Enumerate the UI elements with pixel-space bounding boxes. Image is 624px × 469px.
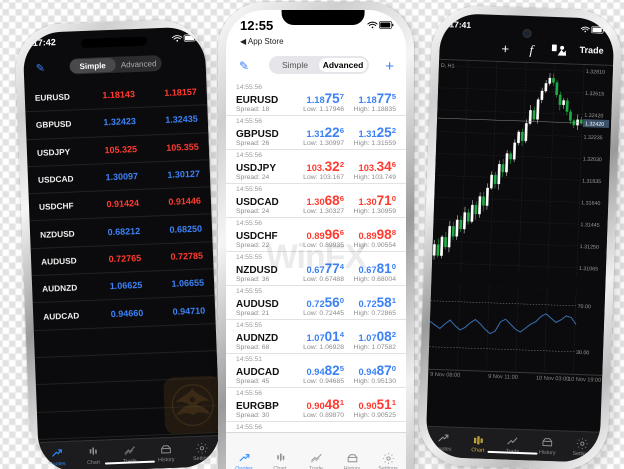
svg-text:1.32810: 1.32810 <box>586 69 605 76</box>
svg-text:1.31065: 1.31065 <box>579 266 598 273</box>
svg-text:30.00: 30.00 <box>576 350 590 356</box>
svg-text:1.31445: 1.31445 <box>580 222 599 229</box>
svg-text:1.32420: 1.32420 <box>584 113 603 120</box>
svg-text:1.31250: 1.31250 <box>580 244 599 251</box>
svg-text:1.32030: 1.32030 <box>583 157 602 164</box>
svg-text:1.31640: 1.31640 <box>581 200 600 207</box>
svg-text:1.32235: 1.32235 <box>583 135 602 142</box>
svg-text:1.32420: 1.32420 <box>585 121 604 128</box>
svg-text:1.32615: 1.32615 <box>585 91 604 98</box>
svg-text:70.00: 70.00 <box>577 304 591 310</box>
svg-text:1.31835: 1.31835 <box>582 178 601 185</box>
